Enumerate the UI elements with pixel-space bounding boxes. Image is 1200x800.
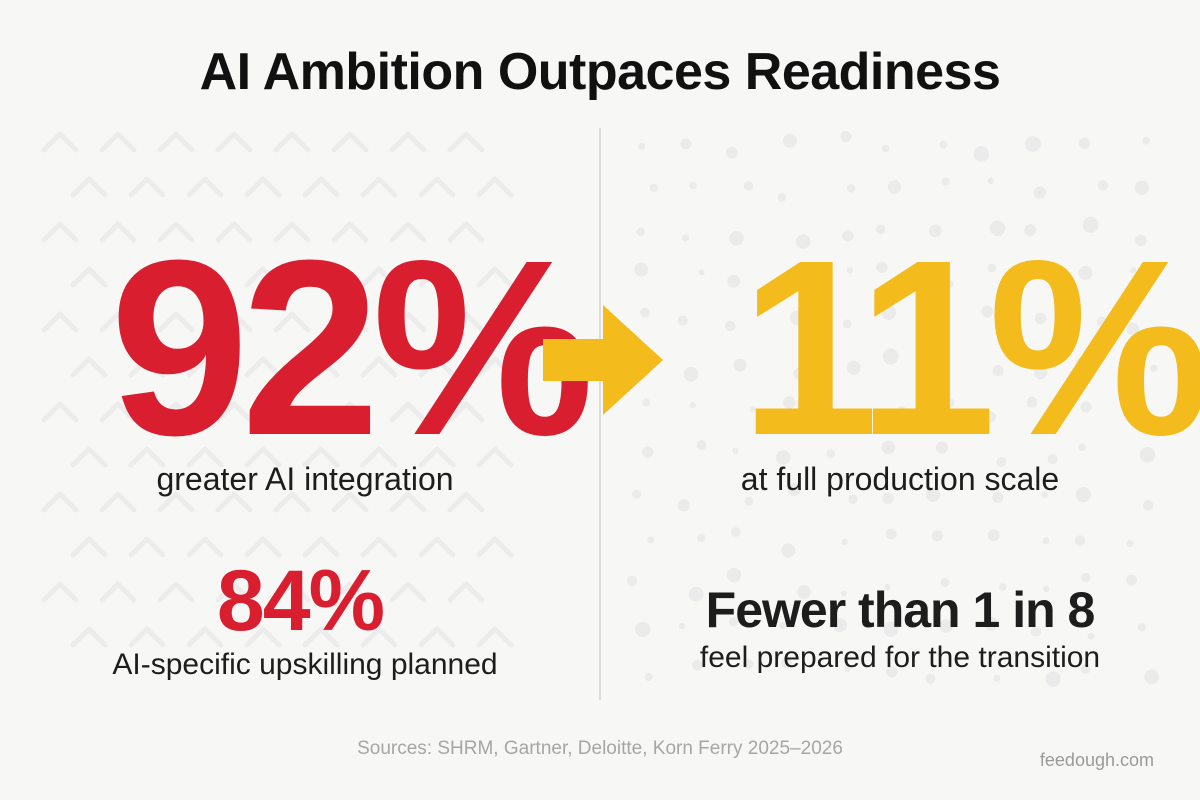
sources-footnote: Sources: SHRM, Gartner, Deloitte, Korn F… [357,738,843,759]
stat-fewer-than-1-in-8: Fewer than 1 in 8 [705,582,1096,638]
caption-greater-ai-integration: greater AI integration [156,461,454,497]
caption-feel-prepared: feel prepared for the transition [699,641,1101,674]
stat-84-percent: 84% [216,553,385,649]
dot-pattern-icon [626,131,1159,687]
center-divider [599,128,601,700]
caption-upskilling-planned: AI-specific upskilling planned [112,648,498,681]
caption-full-production-scale: at full production scale [740,461,1060,497]
chevron-pattern-icon [41,131,514,648]
stat-92-percent: 92% [110,208,594,487]
page-title: AI Ambition Outpaces Readiness [199,43,1001,101]
right-arrow-icon [543,305,663,415]
stat-11-percent: 11% [740,208,1200,487]
brand-logo-text: feedough.com [1039,750,1154,770]
